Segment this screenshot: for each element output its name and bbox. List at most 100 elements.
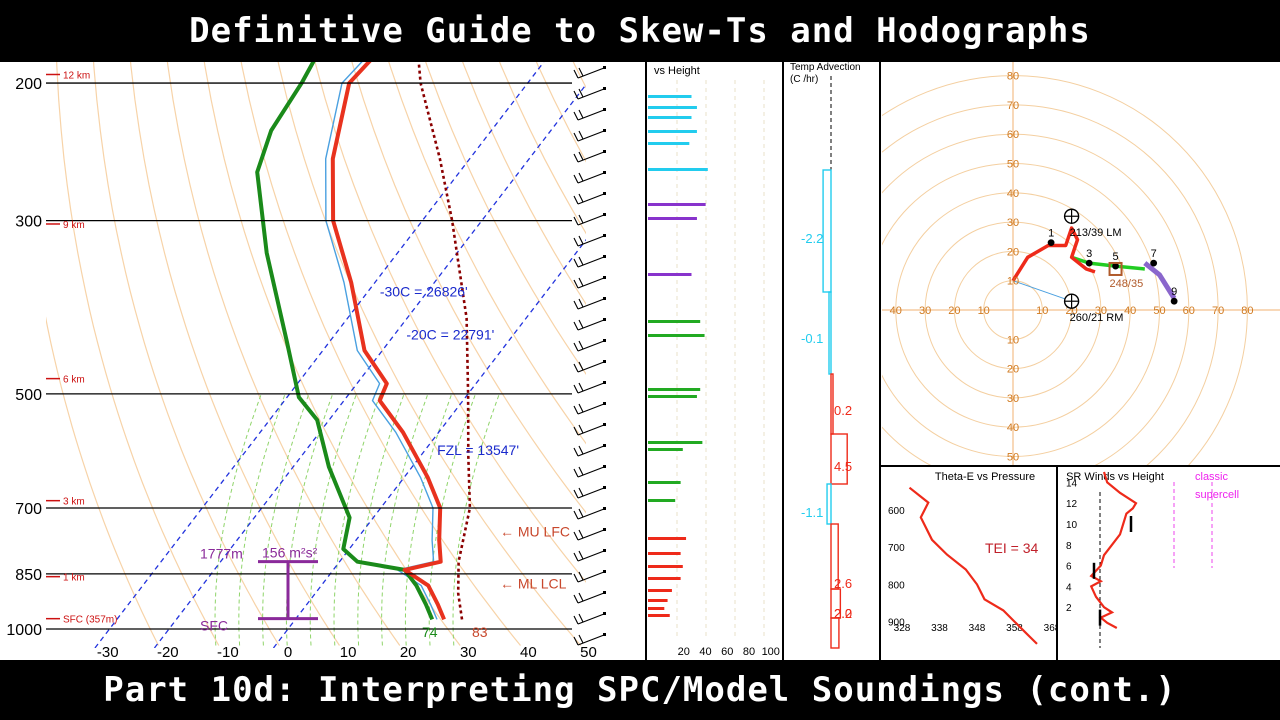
wind-speed-bar [648,481,681,484]
hodograph-height-point [1170,297,1178,305]
wind-barb-dot [603,381,606,384]
hodograph-height-point [1112,262,1119,270]
wind-barb-flag [578,508,584,518]
wind-barb-flag [578,529,584,539]
moist-adiabat-line [333,393,381,646]
wind-tick-label: 60 [721,646,733,658]
wind-barb-staff [577,382,605,394]
wind-barb-flag [573,174,579,184]
advection-value-label: 0.2 [834,403,852,418]
wind-barb-staff [577,445,605,457]
wind-speed-bar [648,589,672,592]
hodograph-v-tick: 50 [1007,452,1019,464]
wind-barb-dot [603,570,606,573]
hodograph-v-tick: 10 [1007,276,1019,288]
dry-adiabat-line [425,62,586,375]
wind-barb-flag [573,405,579,415]
wind-panel-background [647,62,783,660]
level-annotation: ← MU LFC [500,523,570,539]
isotherm-dashed-line [272,238,586,648]
wind-barb-dot [603,360,606,363]
wind-barb-flag [573,90,579,100]
hodograph-point-label: 9 [1171,286,1177,298]
wind-barb-staff [577,487,605,499]
advection-layer-bar [826,483,832,525]
moist-adiabat-line [262,393,310,646]
hodograph-v-tick: 30 [1007,393,1019,405]
pressure-tick-label: 850 [15,567,42,584]
isotherm-annotation: FZL = 13547' [437,442,519,458]
wind-barb-flag [573,363,579,373]
effective-srh-label: 156 m²s² [262,545,318,561]
wind-barb-dot [603,423,606,426]
wind-speed-bar [648,168,708,171]
wind-barb-flag [578,424,584,434]
height-label: 12 km [63,70,90,81]
hodograph-trace-8-9km [1143,261,1177,300]
height-label: 1 km [63,573,85,584]
wind-barb-flag [573,447,579,457]
temperature-tick-label: 0 [284,644,292,660]
temperature-tick-label: -20 [157,644,179,660]
advection-value-label: 2.2 [834,606,852,621]
parcel-trace-line [417,62,472,620]
wind-barb-flag [578,67,584,77]
wind-barb-dot [603,486,606,489]
mean-wind-label: 248/35 [1110,278,1144,290]
wind-barb-flag [573,594,579,604]
wind-barb-dot [603,612,606,615]
wind-barb-staff [577,67,605,79]
wind-tick-label: 40 [699,646,711,658]
dry-adiabat-line [277,62,582,646]
wind-barb-staff [577,550,605,562]
wind-barb-dot [603,276,606,279]
wind-barb-staff [577,151,605,163]
hodograph-v-tick: 10 [1007,334,1019,346]
wind-speed-bar [648,552,681,555]
hodograph-panel: 40 30 20 10 10 20 30 40 50 60 70 80 80 70 60 50 40 30 20 10… [880,62,1280,467]
sounding-display: 200300500700850100015 km12 km9 km6 km3 k… [0,10,1280,661]
wind-speed-bar [648,142,690,145]
sr-winds-height-tick: 4 [1066,582,1072,593]
wind-barb-staff [577,319,605,331]
moist-adiabat-line [381,393,429,646]
hodograph-u-tick: 40 [890,305,902,317]
wind-speed-bar [648,273,692,276]
theta-e-tick: 348 [969,623,986,634]
theta-e-tick: 338 [931,623,948,634]
hodograph-u-tick: 30 [1095,305,1107,317]
wind-speed-bar [648,95,692,98]
video-title-banner: Definitive Guide to Skew-Ts and Hodograp… [0,0,1280,62]
theta-e-tick: 328 [894,623,911,634]
wind-speed-bar [648,614,670,617]
wind-barb-dot [603,108,606,111]
temperature-tick-label: 30 [460,644,477,660]
wind-barb-flag [573,237,579,247]
dry-adiabat-line [56,62,220,646]
theta-e-pressure-tick: 800 [888,580,905,591]
wind-barb-flag [578,88,584,98]
wind-speed-bar [648,599,668,602]
wind-barb-dot [603,549,606,552]
wind-barb-staff [577,172,605,184]
pressure-tick-label: 500 [15,387,42,404]
dry-adiabat-line [351,62,586,514]
wind-barb-flag [573,300,579,310]
pressure-tick-label: 300 [15,214,42,231]
temp-adv-background [784,62,880,660]
wind-barb-dot [603,465,606,468]
wind-speed-bar [648,607,665,610]
wind-barb-flag [578,193,584,203]
wind-barb-staff [577,277,605,289]
height-label: 9 km [63,220,85,231]
dry-adiabat-line [498,62,586,235]
hodograph-v-tick: 20 [1007,364,1019,376]
hodograph-u-tick: 40 [1124,305,1136,317]
isotherm-annotation: -30C = 26826' [380,284,468,300]
wind-barb-flag [578,214,584,224]
sr-winds-height-tick: 6 [1066,562,1072,573]
wind-barb-dot [603,255,606,258]
sr-winds-height-tick: 14 [1066,478,1078,489]
video-subtitle-banner: Part 10d: Interpreting SPC/Model Soundin… [0,660,1280,720]
wind-barb-dot [603,318,606,321]
